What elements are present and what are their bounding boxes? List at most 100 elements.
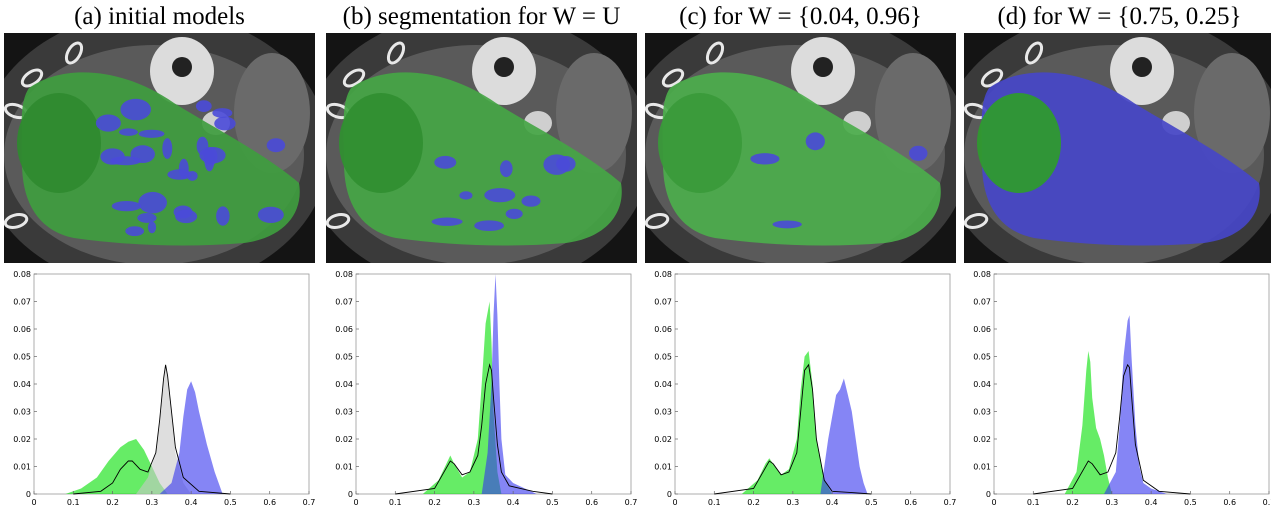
segmentation-spot (556, 155, 576, 172)
segmentation-spot (750, 153, 780, 165)
x-tick-label: 0.7 (944, 498, 956, 507)
y-tick-label: 0.07 (335, 298, 353, 307)
segmentation-spot (138, 191, 167, 214)
segmentation-spot (434, 155, 457, 169)
y-tick-label: 0.05 (973, 353, 991, 362)
rib (661, 68, 685, 88)
series-area-0 (422, 301, 502, 494)
x-tick-label: 0.2 (428, 498, 441, 507)
kidney (234, 53, 310, 173)
x-tick-label: 0.5 (546, 498, 559, 507)
x-tick-label: 0.1 (708, 498, 721, 507)
segmentation-spot (119, 128, 138, 136)
ct-scan (301, 11, 651, 291)
y-tick-label: 0.02 (654, 435, 672, 444)
y-tick-label: 0.02 (13, 435, 31, 444)
y-tick-label: 0.07 (654, 298, 672, 307)
y-tick-label: 0.08 (654, 270, 672, 279)
segmentation-spot (431, 217, 463, 226)
rib (20, 68, 44, 88)
x-tick-label: 0.2 (1066, 498, 1079, 507)
ct-image-b (301, 11, 651, 291)
y-tick-label: 0.05 (654, 353, 672, 362)
segmentation-spot (204, 149, 215, 172)
y-tick-label: 0.07 (13, 298, 31, 307)
segmentation-spot (147, 221, 157, 234)
spinal-canal (172, 57, 192, 77)
y-tick-label: 0.04 (335, 380, 353, 389)
x-tick-label: 0.1 (67, 498, 80, 507)
histogram-d: 0 0.1 0.2 0.3 0.4 0.5 0.6 0.7 0 0.01 0.02 0.03 0.04 0… (964, 268, 1271, 510)
y-tick-label: 0.04 (13, 380, 31, 389)
rib (705, 41, 725, 65)
panel-title: (d) for W = {0.75, 0.25} (997, 3, 1242, 30)
panel-c: (c) for W = {0.04, 0.96} 0 0.1 0.2 0.3 0.4 0.… (620, 0, 970, 510)
y-tick-label: 0.06 (13, 325, 31, 334)
x-tick-label: 0.3 (786, 498, 799, 507)
segmentation-spot (125, 226, 145, 236)
segmentation-spot (257, 206, 284, 223)
x-tick-label: 0.4 (826, 498, 839, 507)
segmentation-spot (130, 145, 155, 164)
tumor-region (17, 93, 101, 193)
segmentation-spot (908, 145, 928, 161)
rib (1024, 41, 1044, 65)
series-area-1 (1104, 315, 1167, 494)
rib (386, 41, 406, 65)
spinal-canal (494, 57, 514, 77)
series-line-2 (714, 363, 872, 495)
x-tick-label: 0 (353, 498, 358, 507)
segmentation-spot (214, 116, 236, 131)
y-tick-label: 0.04 (973, 380, 991, 389)
x-tick-label: 0.1 (1027, 498, 1040, 507)
y-tick-label: 0.05 (13, 353, 31, 362)
y-tick-label: 0 (26, 490, 31, 499)
y-tick-label: 0 (348, 490, 353, 499)
segmentation-spot (474, 220, 504, 232)
histogram-a: 0 0.1 0.2 0.3 0.4 0.5 0.6 0.7 0 0.01 0.02 0.03 0.04 0… (4, 268, 315, 510)
x-tick-label: 0.6 (904, 498, 917, 507)
x-tick-label: 0.6 (263, 498, 276, 507)
y-tick-label: 0.08 (13, 270, 31, 279)
x-tick-label: 0.4 (507, 498, 520, 507)
ct-scan (939, 11, 1271, 291)
segmentation-spot (772, 220, 802, 229)
y-tick-label: 0.08 (335, 270, 353, 279)
x-tick-label: 0 (672, 498, 677, 507)
x-tick-label: 0.7 (1263, 498, 1271, 507)
segmentation-spot (212, 108, 233, 118)
segmentation-spot (505, 208, 523, 219)
panel-a: (a) initial models 0 0.1 0.2 0.3 0.4 0.5 0.6 0.… (0, 0, 329, 510)
y-tick-label: 0.02 (335, 435, 353, 444)
panel-b: (b) segmentation for W = U 0 0.1 0.2 0.3 0.4… (301, 0, 651, 510)
tumor-region (658, 93, 742, 193)
ct-image-d (939, 11, 1271, 291)
x-tick-label: 0.7 (303, 498, 315, 507)
y-tick-label: 0 (986, 490, 991, 499)
segmentation-spot (266, 138, 286, 153)
x-tick-label: 0.2 (106, 498, 119, 507)
x-tick-label: 0.2 (747, 498, 760, 507)
segmentation-spot (138, 129, 165, 138)
segmentation-spot (521, 195, 541, 207)
ct-image-c (620, 11, 970, 291)
x-tick-label: 0.3 (145, 498, 158, 507)
segmentation-spot (484, 188, 516, 203)
x-tick-label: 0.5 (224, 498, 237, 507)
series-area-1 (481, 274, 537, 494)
rib (644, 213, 670, 229)
y-tick-label: 0.02 (973, 435, 991, 444)
x-tick-label: 0.1 (389, 498, 402, 507)
y-tick-label: 0.03 (654, 408, 672, 417)
series-area-0 (1064, 351, 1112, 494)
x-tick-label: 0 (31, 498, 36, 507)
series-line-2 (395, 363, 553, 495)
y-tick-label: 0.03 (13, 408, 31, 417)
series-area-1 (820, 378, 868, 494)
segmentation-spot (162, 138, 173, 159)
x-tick-label: 0 (991, 498, 996, 507)
x-tick-label: 0.6 (585, 498, 598, 507)
y-tick-label: 0.06 (654, 325, 672, 334)
x-tick-label: 0.7 (625, 498, 637, 507)
histogram-plot: 0 0.1 0.2 0.3 0.4 0.5 0.6 0.7 0 0.01 0.02 0.03 0.04 0… (335, 270, 637, 507)
